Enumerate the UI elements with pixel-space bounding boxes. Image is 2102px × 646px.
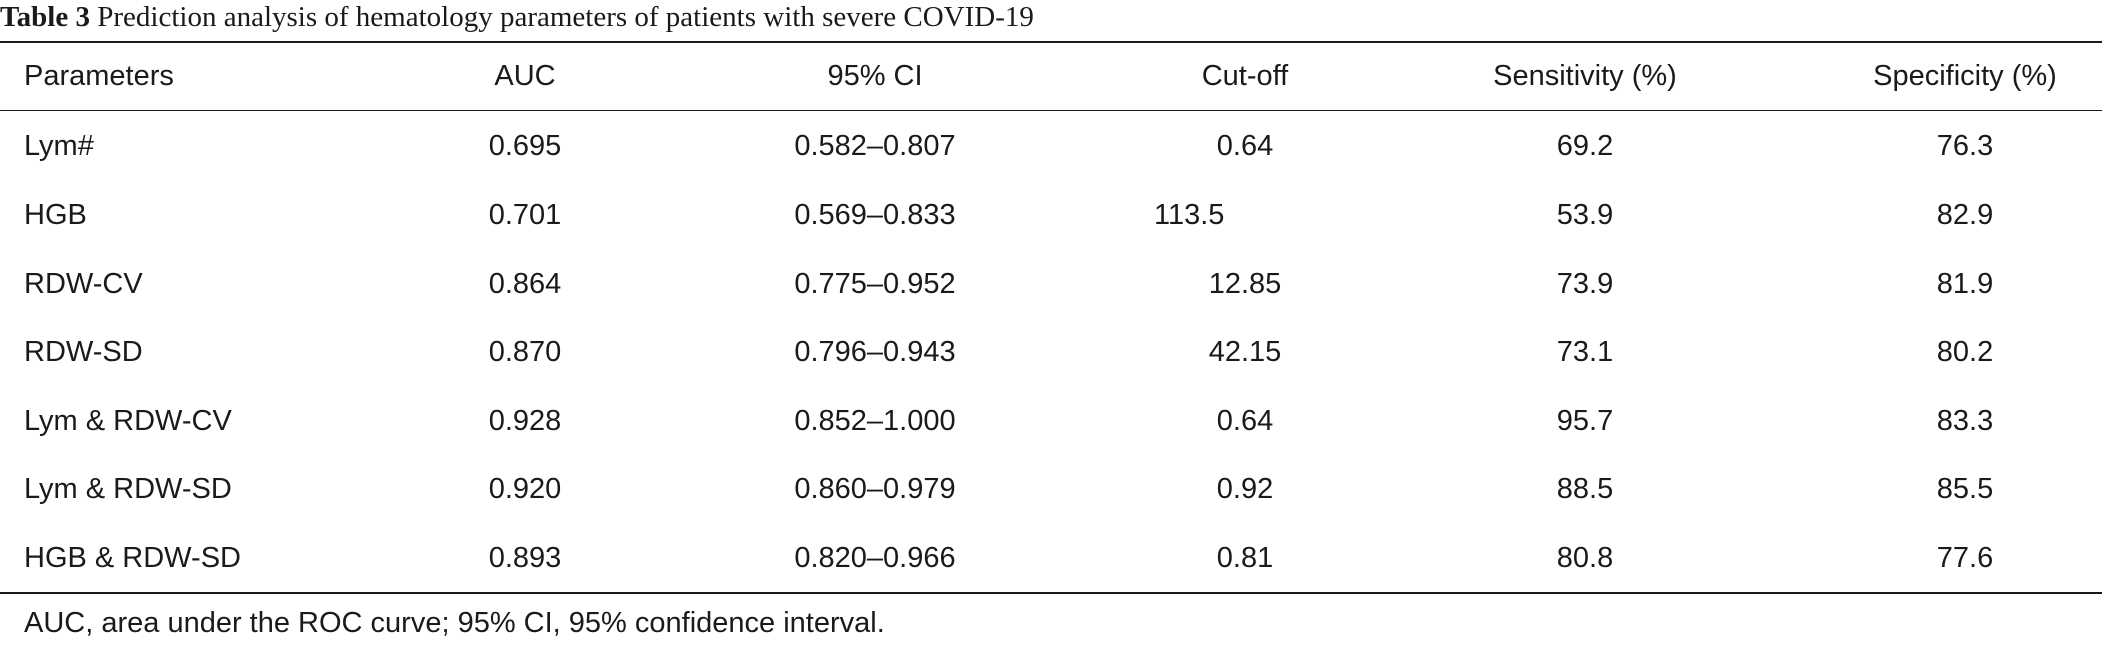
cell-cutoff: 0.92	[1216, 473, 1274, 505]
cell-auc: 0.701	[488, 199, 562, 231]
cell-ci: 0.775–0.952	[794, 268, 956, 300]
header-specificity: Specificity (%)	[1873, 60, 2057, 92]
cell-ci: 0.820–0.966	[794, 542, 956, 574]
cell-parameter: Lym & RDW-SD	[24, 473, 232, 505]
cell-auc: 0.870	[488, 336, 562, 368]
cell-ci: 0.582–0.807	[794, 130, 956, 162]
cell-sensitivity: 95.7	[1556, 405, 1614, 437]
cell-sensitivity: 53.9	[1556, 199, 1614, 231]
cell-parameter: HGB	[24, 199, 87, 231]
cell-specificity: 85.5	[1936, 473, 1994, 505]
header-sensitivity: Sensitivity (%)	[1493, 60, 1677, 92]
table-row: RDW-SD 0.870 0.796–0.943 42.15 73.1 80.2	[0, 318, 2102, 387]
cell-auc: 0.928	[488, 405, 562, 437]
cell-parameter: HGB & RDW-SD	[24, 542, 241, 574]
header-auc: AUC	[494, 60, 556, 92]
cell-auc: 0.920	[488, 473, 562, 505]
bottom-rule	[0, 592, 2102, 594]
cell-ci: 0.569–0.833	[794, 199, 956, 231]
cell-specificity: 82.9	[1936, 199, 1994, 231]
cell-specificity: 80.2	[1936, 336, 1994, 368]
cell-parameter: RDW-CV	[24, 268, 143, 300]
table-row: HGB & RDW-SD 0.893 0.820–0.966 0.81 80.8…	[0, 524, 2102, 593]
cell-auc: 0.864	[488, 268, 562, 300]
cell-sensitivity: 69.2	[1556, 130, 1614, 162]
cell-parameter: Lym#	[24, 130, 94, 162]
header-ci: 95% CI	[827, 60, 923, 92]
cell-auc: 0.695	[488, 130, 562, 162]
cell-ci: 0.796–0.943	[794, 336, 956, 368]
cell-specificity: 81.9	[1936, 268, 1994, 300]
cell-parameter: RDW-SD	[24, 336, 143, 368]
table-row: Lym & RDW-SD 0.920 0.860–0.979 0.92 88.5…	[0, 455, 2102, 524]
cell-ci: 0.852–1.000	[794, 405, 956, 437]
cell-sensitivity: 80.8	[1556, 542, 1614, 574]
cell-cutoff: 0.64	[1216, 130, 1274, 162]
cell-auc: 0.893	[488, 542, 562, 574]
header-cutoff: Cut-off	[1201, 60, 1289, 92]
table-number: Table 3	[0, 1, 90, 33]
cell-cutoff: 0.64	[1216, 405, 1274, 437]
cell-cutoff: 12.85	[1208, 268, 1282, 300]
cell-sensitivity: 88.5	[1556, 473, 1614, 505]
cell-specificity: 76.3	[1936, 130, 1994, 162]
cell-cutoff: 42.15	[1208, 336, 1282, 368]
cell-specificity: 77.6	[1936, 542, 1994, 574]
cell-ci: 0.860–0.979	[794, 473, 956, 505]
table-row: RDW-CV 0.864 0.775–0.952 12.85 73.9 81.9	[0, 250, 2102, 319]
top-rule	[0, 41, 2102, 43]
header-row: Parameters AUC 95% CI Cut-off Sensitivit…	[0, 42, 2102, 111]
header-rule	[0, 110, 2102, 111]
cell-parameter: Lym & RDW-CV	[24, 405, 232, 437]
cell-sensitivity: 73.1	[1556, 336, 1614, 368]
table-title: Prediction analysis of hematology parame…	[97, 1, 1034, 33]
header-parameters: Parameters	[24, 60, 174, 92]
table-footnote: AUC, area under the ROC curve; 95% CI, 9…	[24, 607, 885, 639]
table-row: HGB 0.701 0.569–0.833 113.5 53.9 82.9	[0, 181, 2102, 250]
table-row: Lym & RDW-CV 0.928 0.852–1.000 0.64 95.7…	[0, 387, 2102, 456]
cell-specificity: 83.3	[1936, 405, 1994, 437]
cell-sensitivity: 73.9	[1556, 268, 1614, 300]
cell-cutoff: 113.5	[1154, 199, 1225, 231]
cell-cutoff: 0.81	[1216, 542, 1274, 574]
table-row: Lym# 0.695 0.582–0.807 0.64 69.2 76.3	[0, 112, 2102, 181]
table-caption: Table 3 Prediction analysis of hematolog…	[0, 0, 1034, 40]
